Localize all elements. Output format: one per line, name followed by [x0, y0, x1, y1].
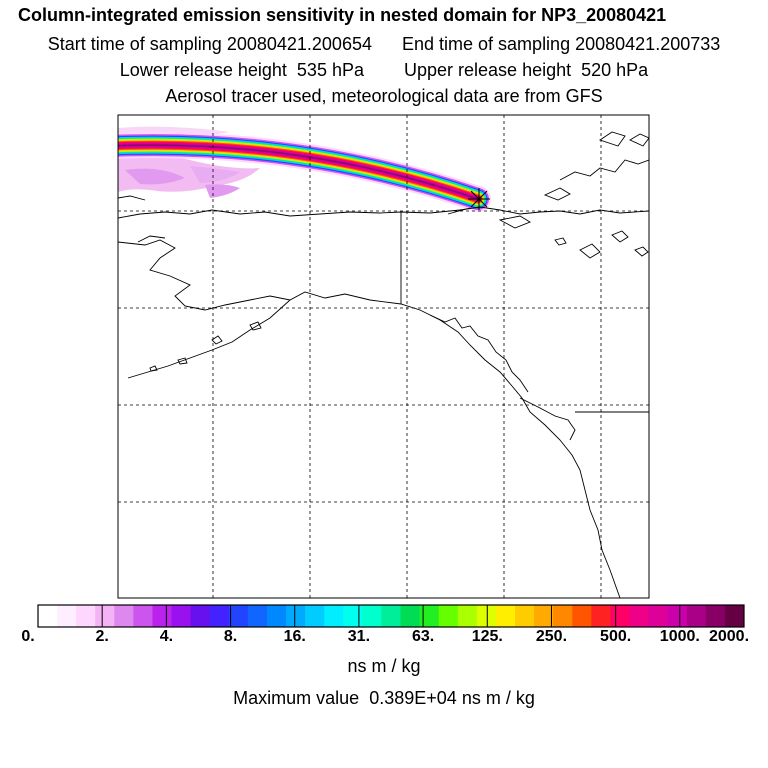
colorbar-cell [400, 605, 421, 627]
colorbar-cell [266, 605, 287, 627]
maximum-number: 0.389E+04 [369, 688, 457, 708]
upper-height-value: 520 hPa [581, 60, 649, 80]
map-background [118, 115, 649, 598]
colorbar-tick-label: 125. [471, 628, 503, 645]
colorbar-cell [305, 605, 325, 627]
colorbar-cell [133, 605, 153, 627]
colorbar-tick-label: 4. [159, 628, 174, 645]
colorbar-cell [667, 605, 688, 627]
colorbar-cell [38, 605, 58, 627]
colorbar-cell [476, 605, 497, 627]
colorbar-tick-label: 2000. [708, 628, 750, 645]
colorbar-cell [610, 605, 631, 627]
colorbar-cell [57, 605, 77, 627]
colorbar-cell [495, 605, 516, 627]
colorbar-cell [419, 605, 440, 627]
colorbar-cells [38, 605, 745, 627]
colorbar-cell [572, 605, 592, 627]
colorbar-cell [343, 605, 363, 627]
colorbar-cell [686, 605, 707, 627]
start-time-label: Start time of sampling [47, 34, 222, 54]
colorbar-cell [438, 605, 459, 627]
maximum-label: Maximum value [233, 688, 360, 708]
colorbar-tick-label: 500. [600, 628, 632, 645]
colorbar-cell [228, 605, 249, 627]
colorbar-cell [209, 605, 230, 627]
colorbar-cell [381, 605, 402, 627]
sampling-times: Start time of sampling 20080421.200654 E… [0, 34, 768, 55]
colorbar-cell [515, 605, 535, 627]
colorbar-cell [95, 605, 115, 627]
colorbar-cell [705, 605, 726, 627]
colorbar [37, 604, 745, 628]
plume-band [118, 132, 491, 212]
colorbar-units: ns m / kg [347, 656, 421, 676]
colorbar-cell [648, 605, 669, 627]
colorbar-tick-label: 8. [223, 628, 238, 645]
colorbar-cell [534, 605, 554, 627]
lower-height-label: Lower release height [119, 60, 287, 80]
upper-height-label: Upper release height [404, 60, 572, 80]
colorbar-cell [247, 605, 268, 627]
maximum-units: ns m / kg [461, 688, 535, 708]
colorbar-cell [457, 605, 478, 627]
plot-title: Column-integrated emission sensitivity i… [18, 5, 667, 25]
colorbar-tick-label: 31. [347, 628, 371, 645]
colorbar-cell [629, 605, 650, 627]
graticule [118, 115, 649, 598]
colorbar-cell [286, 605, 306, 627]
start-time-value: 20080421.200654 [226, 34, 372, 54]
colorbar-tick-label: 0. [21, 628, 35, 645]
colorbar-cell [114, 605, 134, 627]
colorbar-cell [324, 605, 344, 627]
colorbar-frame [37, 604, 745, 628]
colorbar-tick-label: 1000. [659, 628, 700, 645]
colorbar-cell [724, 605, 745, 627]
colorbar-tick-label: 250. [535, 628, 568, 645]
colorbar-tick-label: 2. [95, 628, 109, 645]
colorbar-cell [362, 605, 382, 627]
colorbar-cell [171, 605, 192, 627]
colorbar-labels: 0. 2. 4. 8. 16. 31. 63. 125. 250. 500. 1000. 2000. [0, 628, 768, 650]
end-time-label: End time of sampling [402, 34, 571, 54]
colorbar-tick-label: 63. [411, 628, 435, 645]
colorbar-cell [190, 605, 211, 627]
release-heights: Lower release height 535 hPa Upper relea… [0, 60, 768, 81]
map-frame [117, 114, 650, 599]
lower-height-value: 535 hPa [296, 60, 364, 80]
tracer-note: Aerosol tracer used, meteorological data… [165, 86, 603, 106]
release-location-marker [468, 188, 490, 210]
colorbar-cell [76, 605, 96, 627]
colorbar-cell [152, 605, 173, 627]
colorbar-cell [553, 605, 573, 627]
end-time-value: 20080421.200733 [575, 34, 721, 54]
coastlines [118, 131, 649, 598]
colorbar-cell [591, 605, 611, 627]
maximum-value: Maximum value 0.389E+04 ns m / kg [0, 688, 768, 709]
colorbar-tick-label: 16. [283, 628, 306, 645]
